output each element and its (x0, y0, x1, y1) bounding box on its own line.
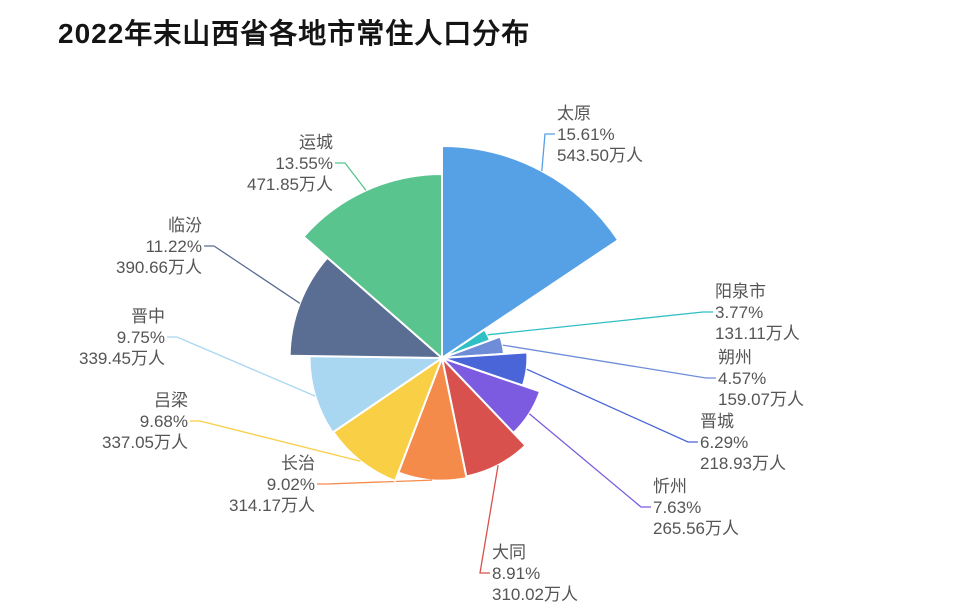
slice-population: 265.56万人 (653, 518, 739, 538)
pie-slice-lvliang[interactable] (332, 357, 443, 482)
slice-population: 131.11万人 (715, 323, 800, 343)
slice-name: 晋中 (131, 306, 165, 326)
pie-slice-taiyuan[interactable] (441, 145, 620, 359)
slice-percent: 9.02% (266, 474, 315, 494)
slice-name: 长治 (281, 453, 315, 473)
slice-percent: 8.91% (492, 563, 541, 583)
slice-label-datong: 大同 8.91% 310.02万人 (492, 542, 578, 605)
slice-percent: 13.55% (275, 153, 333, 173)
slice-percent: 11.22% (145, 236, 202, 256)
slice-population: 339.45万人 (79, 348, 165, 368)
slice-population: 218.93万人 (700, 453, 786, 473)
label-leader-line-taiyuan (541, 133, 555, 172)
slice-population: 390.66万人 (116, 257, 202, 277)
slice-name: 朔州 (718, 347, 752, 367)
slice-percent: 4.57% (718, 368, 767, 388)
slice-label-jinzhong: 晋中 9.75% 339.45万人 (79, 306, 165, 369)
slice-name: 临汾 (168, 215, 202, 235)
slice-percent: 15.61% (557, 124, 615, 144)
slice-population: 543.50万人 (557, 145, 643, 165)
slice-label-yangquan: 阳泉市 3.77% 131.11万人 (715, 281, 800, 344)
label-leader-line-yangquan (487, 311, 713, 336)
slice-population: 471.85万人 (247, 174, 333, 194)
label-leader-line-yuncheng (335, 162, 367, 191)
label-leader-line-jincheng (526, 368, 698, 443)
slice-population: 159.07万人 (718, 389, 804, 409)
slice-percent: 9.75% (116, 327, 165, 347)
slice-label-shuozhou: 朔州 4.57% 159.07万人 (718, 347, 804, 410)
slice-name: 阳泉市 (715, 281, 766, 301)
label-leader-line-jinzhong (167, 336, 316, 397)
slice-label-xinzhou: 忻州 7.63% 265.56万人 (653, 476, 739, 539)
label-leader-line-datong (479, 464, 499, 574)
slice-name: 忻州 (653, 476, 687, 496)
label-leader-line-changzhi (317, 479, 433, 485)
chart-title: 2022年末山西省各地市常住人口分布 (58, 18, 531, 49)
slice-percent: 9.68% (139, 411, 188, 431)
slice-percent: 7.63% (653, 497, 702, 517)
slice-label-changzhi: 长治 9.02% 314.17万人 (229, 453, 315, 516)
slice-population: 314.17万人 (229, 495, 315, 515)
slice-population: 310.02万人 (492, 584, 578, 604)
label-leader-line-shuozhou (502, 344, 716, 379)
label-leader-line-xinzhou (528, 413, 651, 508)
slice-name: 太原 (557, 103, 591, 123)
slice-label-taiyuan: 太原 15.61% 543.50万人 (557, 103, 643, 166)
slice-label-linfen: 临汾 11.22% 390.66万人 (116, 215, 202, 278)
slice-name: 晋城 (700, 411, 734, 431)
slice-name: 大同 (492, 542, 526, 562)
slice-label-jincheng: 晋城 6.29% 218.93万人 (700, 411, 786, 474)
slice-label-lvliang: 吕梁 9.68% 337.05万人 (102, 390, 188, 453)
label-leader-line-lvliang (190, 420, 361, 462)
slice-name: 运城 (299, 132, 333, 152)
slice-percent: 3.77% (715, 302, 764, 322)
pie-slice-linfen[interactable] (288, 256, 443, 359)
label-leader-line-linfen (204, 245, 301, 304)
slice-percent: 6.29% (700, 432, 749, 452)
slice-label-yuncheng: 运城 13.55% 471.85万人 (247, 132, 333, 195)
slice-name: 吕梁 (154, 390, 188, 410)
pie-slice-jinzhong[interactable] (308, 355, 443, 434)
slice-population: 337.05万人 (102, 432, 188, 452)
